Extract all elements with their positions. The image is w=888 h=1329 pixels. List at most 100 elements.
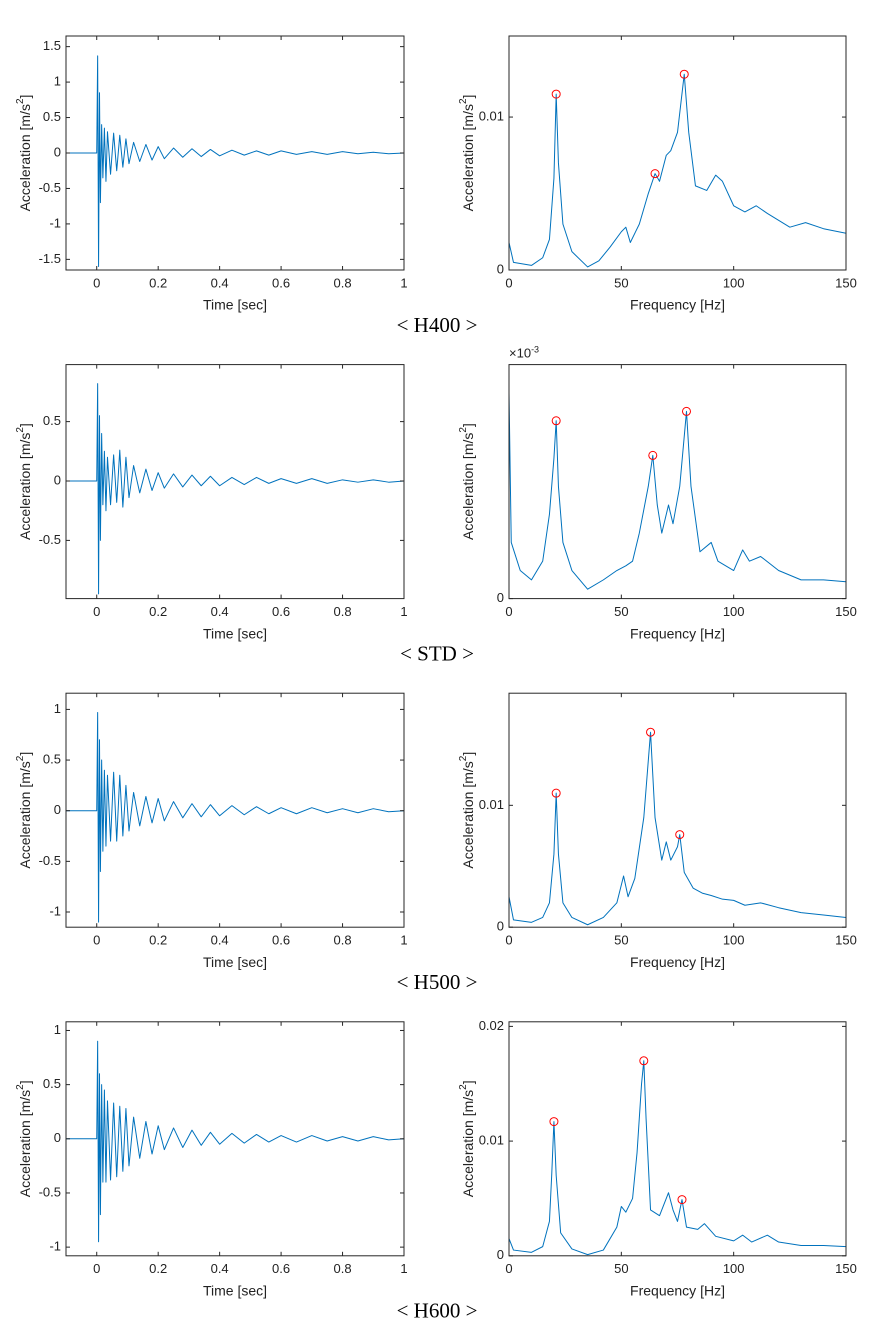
label-part: ×10 [509,346,531,361]
y-tick-label: 0.5 [43,109,61,124]
x-tick-label: 0.2 [149,933,167,948]
y-tick-label: 0 [54,144,61,159]
label-part: ] [460,752,476,756]
axes-box [65,692,405,928]
x-axis-label: Frequency [Hz] [630,1283,725,1299]
y-tick-label: 0.01 [479,797,504,812]
y-tick-label: 0 [497,590,504,605]
x-tick-label: 0.6 [272,933,290,948]
peak-marker [675,830,685,840]
x-tick-label: 0 [505,275,512,290]
y-tick-label: -0.5 [39,853,61,868]
label-part: 2 [458,1084,469,1090]
axes-box [508,1021,847,1257]
axes-box [508,35,847,271]
plot-area [66,1021,404,1256]
y-axis-label: Acceleration [m/s2] [458,1080,476,1197]
label-part: Acceleration [m/s [460,1090,476,1197]
x-tick-label: 50 [614,933,628,948]
peak-marker [677,1195,687,1205]
label-part: ] [17,423,33,427]
x-tick-label: 1 [400,1261,407,1276]
y-tick-label: 0.01 [479,108,504,123]
peak-marker [551,788,561,798]
plot-area [66,364,404,599]
label-part: Acceleration [m/s [460,433,476,540]
y-tick-label: -0.5 [39,180,61,195]
label-part: 2 [458,755,469,761]
data-line [508,73,847,268]
x-tick-label: 50 [614,1261,628,1276]
x-axis-label: Frequency [Hz] [630,297,725,313]
x-axis-label: Frequency [Hz] [630,625,725,641]
label-part: 2 [15,427,26,433]
x-axis-label: Frequency [Hz] [630,954,725,970]
x-axis-label: Time [sec] [203,1283,267,1299]
y-tick-label: 1 [54,74,61,89]
y-tick-label: -0.5 [39,1184,61,1199]
x-tick-label: 50 [614,604,628,619]
y-tick-label: -1 [49,215,61,230]
x-tick-label: 0 [93,604,100,619]
y-tick-label: 0 [497,919,504,934]
x-tick-label: 0.2 [149,1261,167,1276]
x-tick-label: 0.6 [272,275,290,290]
y-axis-label: Acceleration [m/s2] [15,1080,33,1197]
data-line [66,55,405,267]
caption: < STD > [400,641,474,665]
y-axis-label: Acceleration [m/s2] [458,752,476,869]
data-line [66,1040,405,1243]
plot-area [66,36,404,270]
plot-area [509,364,846,599]
data-line [508,1060,847,1256]
label-part: 2 [458,98,469,104]
y-tick-label: 0.02 [479,1018,504,1033]
x-tick-label: 50 [614,275,628,290]
peak-marker [646,727,656,737]
y-tick-label: 0.01 [479,1133,504,1148]
y-tick-label: 1 [54,1022,61,1037]
data-line [508,392,847,590]
x-tick-label: 100 [723,275,745,290]
y-tick-label: -0.5 [39,532,61,547]
x-tick-label: 0.6 [272,1261,290,1276]
x-tick-label: 100 [723,604,745,619]
x-tick-label: 0 [505,933,512,948]
x-tick-label: 1 [400,933,407,948]
x-tick-label: 0 [505,1261,512,1276]
x-tick-label: 0.4 [211,604,229,619]
y-tick-label: 0.5 [43,1076,61,1091]
x-tick-label: 150 [835,933,857,948]
y-tick-label: -1 [49,1239,61,1254]
y-axis-label: Acceleration [m/s2] [15,95,33,212]
x-tick-label: 150 [835,275,857,290]
x-tick-label: 150 [835,1261,857,1276]
y-axis-label: Acceleration [m/s2] [15,423,33,540]
y-tick-label: 1.5 [43,38,61,53]
x-tick-label: 0.8 [334,604,352,619]
data-line [66,383,405,595]
label-part: Acceleration [m/s [17,1090,33,1197]
x-axis-label: Time [sec] [203,954,267,970]
y-tick-label: 0 [54,802,61,817]
data-line [66,711,405,923]
peak-marker [648,450,658,460]
x-tick-label: 0.4 [211,275,229,290]
label-part: 2 [15,98,26,104]
label-part: ] [17,1080,33,1084]
label-part: ] [460,1080,476,1084]
x-tick-label: 0.4 [211,1261,229,1276]
x-tick-label: 150 [835,604,857,619]
x-tick-label: 0 [93,275,100,290]
peak-marker [551,89,561,99]
caption: < H400 > [397,313,478,337]
label-part: 2 [15,1084,26,1090]
y-tick-label: 0 [497,261,504,276]
axis-exponent: ×10-3 [509,345,539,361]
x-tick-label: 0 [93,1261,100,1276]
label-part: 2 [15,755,26,761]
label-part: ] [460,423,476,427]
y-axis-label: Acceleration [m/s2] [458,423,476,540]
